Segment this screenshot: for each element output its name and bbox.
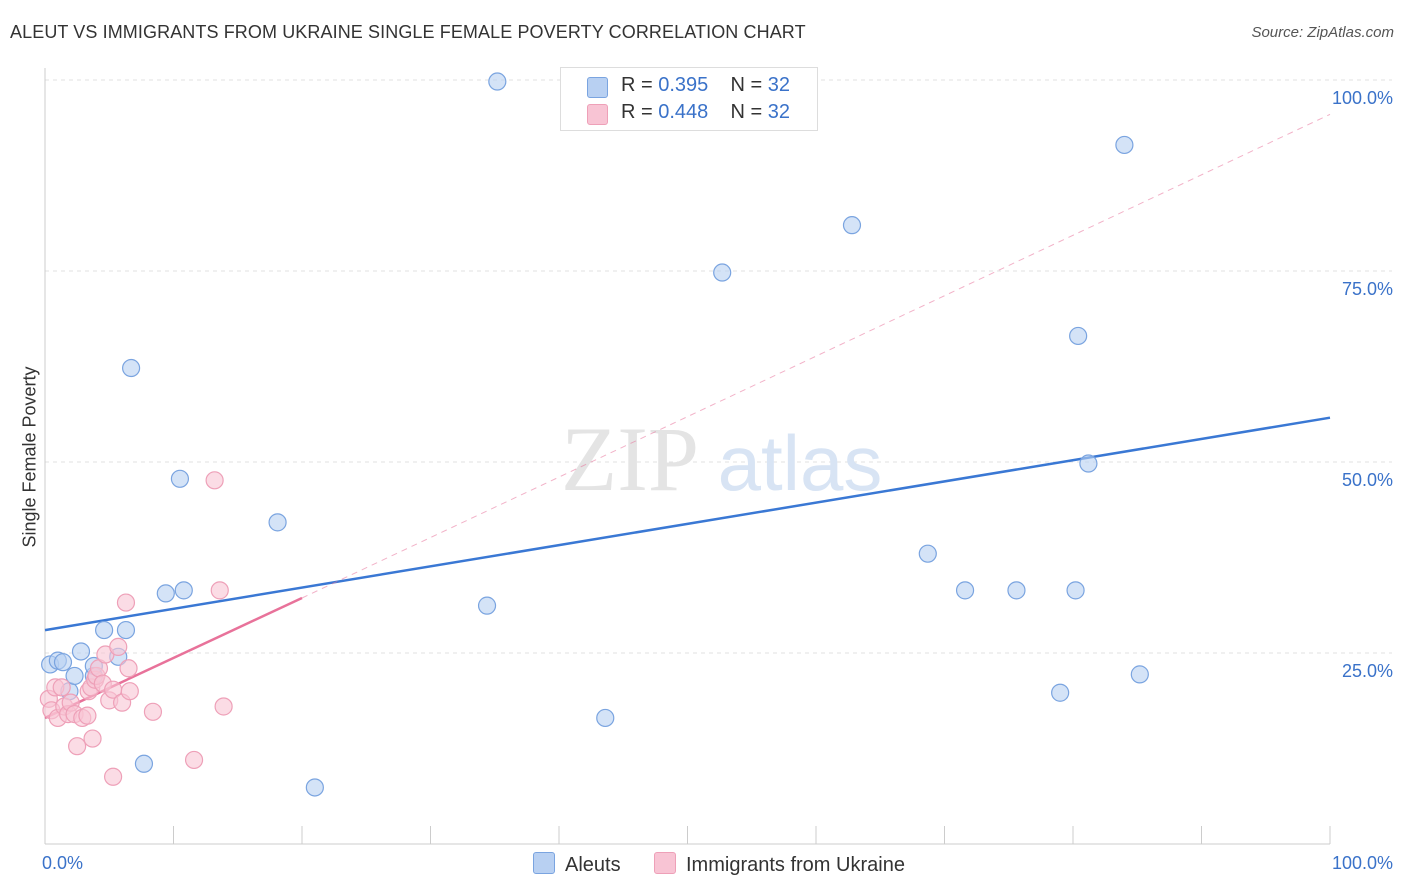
legend-n-value: 32 xyxy=(767,101,791,123)
legend-r-value: 0.448 xyxy=(658,101,709,123)
ukraine-point xyxy=(205,471,224,490)
y-tick-label: 25.0% xyxy=(1342,661,1393,681)
aleut-point xyxy=(477,596,497,615)
tick-labels: 25.0% 50.0% 75.0% 100.0% 0.0% 100.0% xyxy=(42,88,1393,873)
aleut-point xyxy=(53,653,73,672)
legend-n-value: 32 xyxy=(767,74,791,96)
aleut-point xyxy=(121,358,141,378)
aleut-point xyxy=(1079,454,1098,473)
correlation-legend: R = 0.395 N = 32 R = 0.448 N = 32 xyxy=(560,67,818,131)
aleut-legend-swatch xyxy=(533,852,555,874)
aleut-point xyxy=(596,708,615,728)
aleut-point xyxy=(842,216,862,235)
aleut-point xyxy=(1130,665,1149,684)
ukraine-point xyxy=(120,682,139,701)
ukraine-point xyxy=(116,593,136,612)
y-tick-label: 75.0% xyxy=(1342,279,1393,299)
aleut-point xyxy=(305,778,324,797)
legend-r-label: R = xyxy=(621,101,659,123)
aleut-legend-label: Aleuts xyxy=(565,854,621,876)
bottom-legend-aleuts: Aleuts xyxy=(533,852,621,876)
trend-line-aleuts xyxy=(44,416,1331,632)
legend-r-value: 0.395 xyxy=(658,74,709,96)
aleut-point xyxy=(174,581,193,600)
y-tick-label: 100.0% xyxy=(1332,88,1393,108)
aleut-point xyxy=(1066,581,1085,600)
x-tick-label: 0.0% xyxy=(42,853,83,873)
aleut-point xyxy=(268,513,287,532)
x-tick-label: 100.0% xyxy=(1332,853,1393,873)
chart-title: ALEUT VS IMMIGRANTS FROM UKRAINE SINGLE … xyxy=(10,22,806,42)
aleut-swatch xyxy=(587,77,608,98)
ukraine-point xyxy=(184,750,204,770)
aleut-point xyxy=(1069,326,1088,346)
legend-r-label: R = xyxy=(621,74,659,96)
source-label: Source: ZipAtlas.com xyxy=(1251,24,1394,41)
aleut-point xyxy=(488,72,507,91)
aleut-point xyxy=(955,581,975,600)
data-points xyxy=(39,72,1149,797)
aleut-point xyxy=(156,584,175,603)
aleut-point xyxy=(71,642,91,661)
aleut-point xyxy=(65,666,84,686)
ukraine-swatch xyxy=(587,104,608,125)
ukraine-point xyxy=(52,678,71,697)
ukraine-point xyxy=(68,737,87,756)
legend-n-label: N = xyxy=(730,101,768,123)
y-axis-label: Single Female Poverty xyxy=(19,366,40,548)
ukraine-point xyxy=(119,659,138,678)
trend-line-ukraine-dashed xyxy=(301,113,1331,599)
aleut-point xyxy=(1007,581,1026,600)
y-tick-label: 50.0% xyxy=(1342,470,1393,490)
legend-n-label: N = xyxy=(730,74,768,96)
grid-lines xyxy=(45,79,1392,654)
ukraine-point xyxy=(104,767,123,786)
aleut-point xyxy=(918,544,937,563)
ukraine-point xyxy=(214,697,233,716)
aleut-point xyxy=(713,263,732,282)
ukraine-point xyxy=(143,702,163,721)
ukraine-point xyxy=(83,729,102,748)
ukraine-legend-label: Immigrants from Ukraine xyxy=(686,854,905,876)
ukraine-point xyxy=(78,706,97,725)
bottom-legend-ukraine: Immigrants from Ukraine xyxy=(654,852,905,876)
ukraine-point xyxy=(210,581,229,600)
aleut-point xyxy=(116,620,136,640)
watermark-atlas: atlas xyxy=(718,419,883,507)
ukraine-legend-swatch xyxy=(654,852,676,874)
aleut-point xyxy=(1115,135,1134,155)
watermark-zip: ZIP xyxy=(561,408,699,510)
aleut-point xyxy=(1051,683,1070,702)
aleut-point xyxy=(170,469,190,488)
ukraine-point xyxy=(109,637,128,656)
aleut-point xyxy=(134,754,154,773)
aleut-point xyxy=(95,620,114,640)
